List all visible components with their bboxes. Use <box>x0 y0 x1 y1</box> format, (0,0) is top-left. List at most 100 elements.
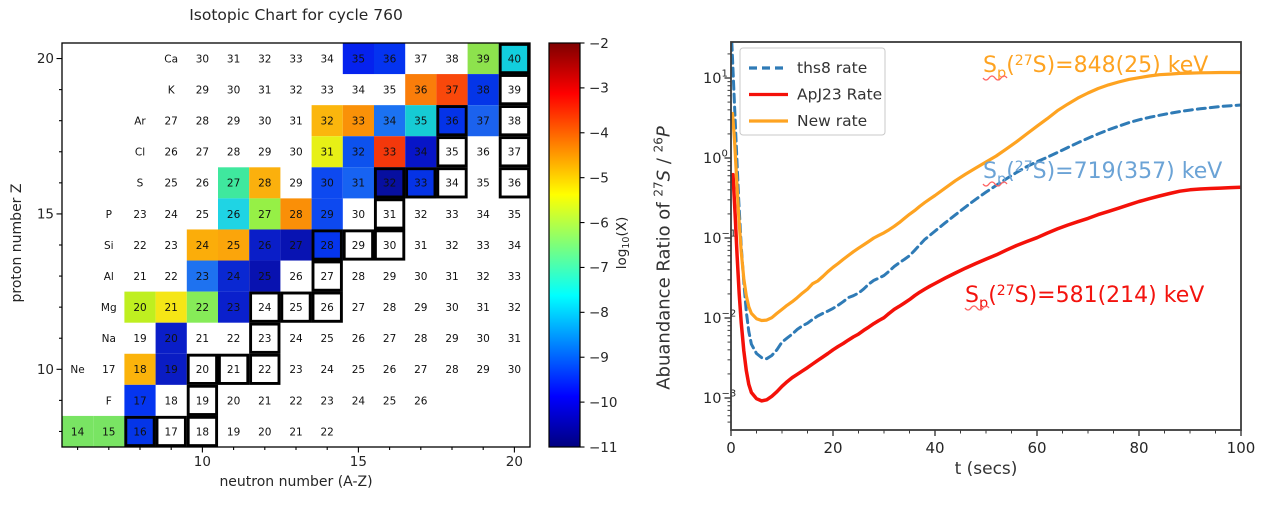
mass-number: 32 <box>414 209 427 221</box>
mass-number: 23 <box>321 395 334 407</box>
isotope-cell <box>280 198 312 230</box>
legend-label-ths8: ths8 rate <box>797 59 867 77</box>
x-tick-label: 100 <box>1227 439 1256 457</box>
mass-number: 22 <box>227 333 240 345</box>
mass-number: 30 <box>227 85 240 97</box>
mass-number: 21 <box>133 271 146 283</box>
element-label: Mg <box>101 302 117 314</box>
stable-isotope-border <box>280 291 312 323</box>
mass-number: 25 <box>321 333 334 345</box>
mass-number: 23 <box>196 271 209 283</box>
mass-number: 26 <box>321 302 335 314</box>
isotope-cell <box>498 43 530 75</box>
left-x-ticks: 10 15 20 <box>77 447 523 470</box>
mass-number: 31 <box>258 85 271 97</box>
colorbar-tick-label: −6 <box>589 215 609 231</box>
isotope-cell <box>218 198 250 230</box>
isotope-cell <box>467 74 499 106</box>
isotope-cell <box>218 291 250 323</box>
mass-number: 32 <box>445 240 458 252</box>
mass-number: 22 <box>196 302 209 314</box>
ylabel-sym-P: P <box>653 126 675 138</box>
mass-number: 21 <box>196 333 209 345</box>
mass-number: 34 <box>414 147 428 159</box>
mass-number: 24 <box>227 271 241 283</box>
colorbar-tick-label: −8 <box>589 305 609 321</box>
x-tick-label: 40 <box>925 439 944 457</box>
mass-number: 31 <box>414 240 427 252</box>
stable-isotope-border <box>249 353 281 385</box>
mass-number: 34 <box>508 240 522 252</box>
mass-number: 23 <box>133 209 146 221</box>
mass-number: 30 <box>289 147 302 159</box>
mass-number: 35 <box>445 147 458 159</box>
mass-number: 23 <box>165 240 178 252</box>
mass-number: 35 <box>383 85 396 97</box>
mass-number: 20 <box>165 333 178 345</box>
annotation-ths8: Sp(27S)=719(357) keV <box>983 159 1222 188</box>
y-tick-label: 101 <box>703 69 728 88</box>
stable-isotope-border <box>249 291 281 323</box>
mass-number: 38 <box>445 53 458 65</box>
spellcheck-squiggle <box>982 75 1008 81</box>
mass-number: 26 <box>383 364 397 376</box>
isotope-cell <box>311 105 343 137</box>
mass-number: 40 <box>508 53 521 65</box>
isotope-cell <box>311 167 343 199</box>
mass-number: 28 <box>289 209 302 221</box>
annotation-new: Sp(27S)=848(25) keV <box>983 53 1208 82</box>
mass-number: 23 <box>258 333 271 345</box>
mass-number: 32 <box>352 147 365 159</box>
mass-number: 30 <box>508 364 521 376</box>
colorbar-tick-label: −5 <box>589 170 609 186</box>
stable-isotope-border <box>373 198 406 230</box>
stable-isotope-border <box>124 415 156 448</box>
x-tick-label: 20 <box>506 454 523 470</box>
mass-number: 33 <box>508 271 521 283</box>
mass-number: 29 <box>383 271 396 283</box>
mass-number: 19 <box>196 395 209 407</box>
mass-number: 31 <box>445 271 458 283</box>
colorbar: −2 −3 −4 −5 −6 −7 −8 −9 −10 −11 <box>548 36 618 456</box>
mass-number: 27 <box>383 333 396 345</box>
mass-number: 30 <box>321 178 334 190</box>
mass-number: 23 <box>227 302 240 314</box>
mass-number: 26 <box>289 271 303 283</box>
isotope-cell <box>405 74 437 106</box>
annotations: Sp(27S)=848(25) keV Sp(27S)=719(357) keV S… <box>964 53 1222 312</box>
mass-number: 24 <box>196 240 210 252</box>
isotope-cell <box>374 43 406 75</box>
mass-number: 31 <box>508 333 521 345</box>
isotope-cell <box>155 353 187 385</box>
mass-number: 25 <box>165 178 178 190</box>
isotope-cell <box>62 415 94 447</box>
mass-number: 33 <box>414 178 427 190</box>
isotope-cell <box>342 167 374 199</box>
x-tick-label: 10 <box>194 454 211 470</box>
colorbar-tick-label: −9 <box>589 350 609 366</box>
mass-number: 30 <box>258 116 271 128</box>
mass-number: 35 <box>477 178 490 190</box>
mass-number: 27 <box>321 271 334 283</box>
left-y-ticks: 10 15 20 <box>37 51 62 433</box>
mass-number: 32 <box>321 116 334 128</box>
mass-number: 35 <box>414 116 427 128</box>
left-y-axis-label: proton number Z <box>9 183 25 303</box>
mass-number: 20 <box>196 364 209 376</box>
isotopic-chart-svg: 30 31 32 33 34 35 36 37 38 39 40 29 30 31 32 33 34 35 36 37… <box>37 36 618 470</box>
mass-number: 24 <box>352 395 366 407</box>
isotope-cell <box>467 105 499 137</box>
isotope-cell <box>311 229 343 261</box>
mass-number: 33 <box>445 209 458 221</box>
mass-number: 36 <box>414 85 428 97</box>
isotope-cell <box>186 229 218 261</box>
mass-number: 29 <box>477 364 490 376</box>
legend-label-apj23: ApJ23 Rate <box>797 86 882 104</box>
mass-number: 30 <box>445 302 458 314</box>
mass-number: 31 <box>321 147 334 159</box>
mass-number: 34 <box>477 209 491 221</box>
mass-number: 21 <box>258 395 271 407</box>
mass-number: 31 <box>477 302 490 314</box>
isotope-cell <box>186 291 218 323</box>
mass-number: 21 <box>289 426 302 438</box>
